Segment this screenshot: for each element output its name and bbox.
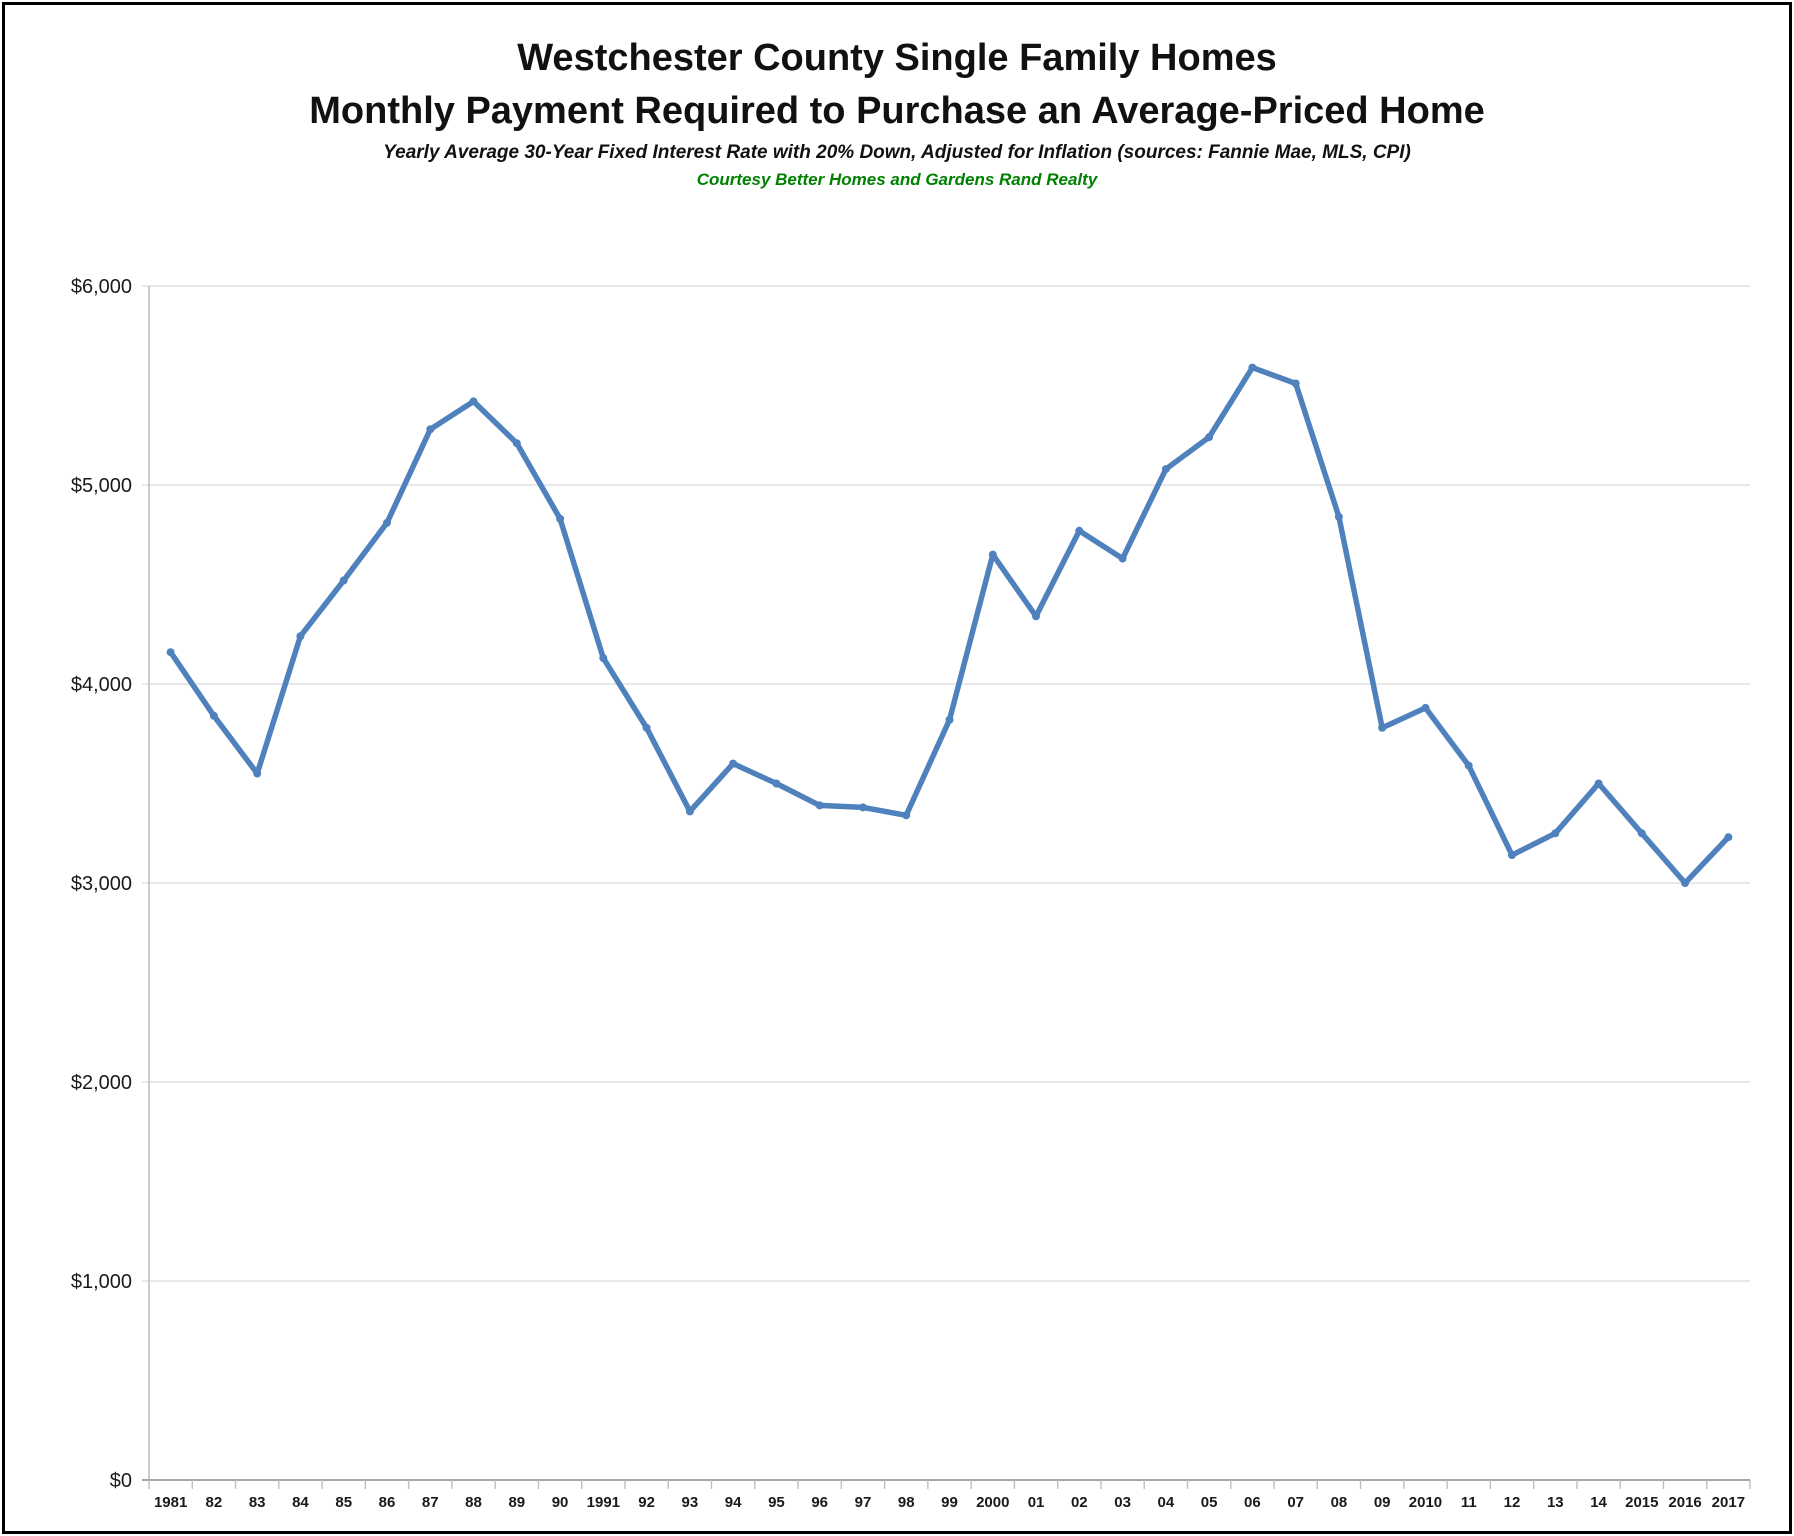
x-axis-label: 05 — [1201, 1494, 1218, 1511]
x-axis-label: 08 — [1331, 1494, 1348, 1511]
data-point-marker — [902, 811, 911, 820]
chart-header: Westchester County Single Family Homes M… — [0, 32, 1794, 192]
x-axis-label: 13 — [1547, 1494, 1564, 1511]
x-axis-label: 82 — [206, 1494, 223, 1511]
data-point-marker — [512, 439, 521, 448]
chart-title-line2: Monthly Payment Required to Purchase an … — [309, 90, 1485, 132]
x-axis-label: 85 — [335, 1494, 352, 1511]
y-axis-label: $2,000 — [71, 1072, 132, 1094]
data-point-marker — [815, 801, 824, 810]
x-axis-label: 98 — [898, 1494, 915, 1511]
x-axis-label: 89 — [508, 1494, 525, 1511]
data-point-marker — [1378, 723, 1387, 732]
data-point-marker — [253, 769, 262, 778]
data-point-marker — [1118, 554, 1127, 563]
x-axis-label: 2016 — [1668, 1494, 1701, 1511]
x-axis-label: 87 — [422, 1494, 439, 1511]
x-axis-label: 01 — [1028, 1494, 1045, 1511]
data-point-marker — [296, 632, 305, 641]
x-axis-label: 03 — [1114, 1494, 1131, 1511]
chart-title-line1: Westchester County Single Family Homes — [517, 37, 1277, 79]
x-axis-label: 2000 — [976, 1494, 1009, 1511]
x-axis-label: 90 — [552, 1494, 569, 1511]
x-axis-label: 84 — [292, 1494, 309, 1511]
data-point-marker — [556, 514, 565, 523]
data-point-marker — [1334, 512, 1343, 521]
data-point-marker — [1464, 761, 1473, 770]
x-axis-label: 93 — [682, 1494, 699, 1511]
data-point-marker — [166, 648, 175, 657]
data-point-marker — [1551, 829, 1560, 838]
x-axis-label: 2010 — [1409, 1494, 1442, 1511]
x-axis-label: 1981 — [154, 1494, 187, 1511]
data-point-marker — [469, 397, 478, 406]
chart-subtitle: Yearly Average 30-Year Fixed Interest Ra… — [383, 142, 1411, 163]
x-axis-label: 11 — [1461, 1494, 1477, 1511]
data-point-marker — [1075, 526, 1084, 535]
y-axis-labels: $0 $1,000 $2,000 $3,000 $4,000 $5,000 $6,000 — [71, 276, 132, 1492]
data-point-marker — [1681, 879, 1690, 887]
x-axis-label: 96 — [811, 1494, 828, 1511]
data-point-marker — [642, 723, 651, 732]
y-axis-label: $0 — [110, 1470, 132, 1492]
x-axis-label: 12 — [1504, 1494, 1521, 1511]
x-axis-label: 99 — [941, 1494, 958, 1511]
x-axis-label: 2017 — [1712, 1494, 1745, 1511]
data-point-marker — [988, 550, 997, 559]
data-point-marker — [1421, 703, 1430, 712]
x-axis-label: 04 — [1158, 1494, 1175, 1511]
x-axis-label: 2015 — [1625, 1494, 1658, 1511]
y-axis-label: $6,000 — [71, 276, 132, 298]
x-axis-ticks — [148, 1480, 1751, 1489]
chart-credit: Courtesy Better Homes and Gardens Rand R… — [696, 170, 1098, 189]
x-axis-label: 97 — [855, 1494, 872, 1511]
x-axis-label: 88 — [465, 1494, 482, 1511]
data-point-marker — [685, 807, 694, 816]
x-axis-label: 02 — [1071, 1494, 1088, 1511]
x-axis-label: 06 — [1244, 1494, 1261, 1511]
data-point-marker — [1594, 779, 1603, 788]
x-axis-label: 07 — [1287, 1494, 1304, 1511]
data-point-marker — [1161, 465, 1170, 474]
data-point-marker — [426, 425, 435, 434]
data-point-marker — [339, 576, 348, 585]
x-axis-label: 95 — [768, 1494, 785, 1511]
x-axis-label: 09 — [1374, 1494, 1391, 1511]
data-point-marker — [209, 711, 218, 720]
data-point-marker — [1724, 833, 1733, 842]
x-axis-label: 92 — [638, 1494, 655, 1511]
data-point-marker — [729, 759, 738, 768]
data-point-markers — [166, 363, 1733, 887]
y-axis-label: $4,000 — [71, 674, 132, 696]
data-point-marker — [1032, 612, 1040, 621]
data-point-marker — [1637, 829, 1646, 838]
data-point-marker — [1508, 851, 1516, 860]
y-axis-label: $3,000 — [71, 873, 132, 895]
x-axis-label: 94 — [725, 1494, 742, 1511]
data-point-marker — [1205, 433, 1214, 442]
data-point-marker — [859, 803, 867, 812]
data-point-marker — [945, 715, 954, 724]
data-point-marker — [772, 779, 781, 788]
x-axis-label: 86 — [379, 1494, 396, 1511]
x-axis-label: 83 — [249, 1494, 266, 1511]
data-point-marker — [1291, 379, 1300, 388]
y-axis-label: $5,000 — [71, 475, 132, 497]
x-axis-label: 14 — [1590, 1494, 1607, 1511]
gridlines — [142, 285, 1750, 1282]
y-axis-label: $1,000 — [71, 1271, 132, 1293]
data-point-marker — [1248, 363, 1257, 372]
payment-series-line — [167, 364, 1732, 886]
x-axis-labels: 1981 82 83 84 85 86 87 88 89 90 1991 92 93 94 95 96 97 98… — [154, 1494, 1745, 1511]
x-axis-label: 1991 — [587, 1494, 620, 1511]
data-point-marker — [599, 654, 608, 663]
data-point-marker — [383, 518, 391, 527]
